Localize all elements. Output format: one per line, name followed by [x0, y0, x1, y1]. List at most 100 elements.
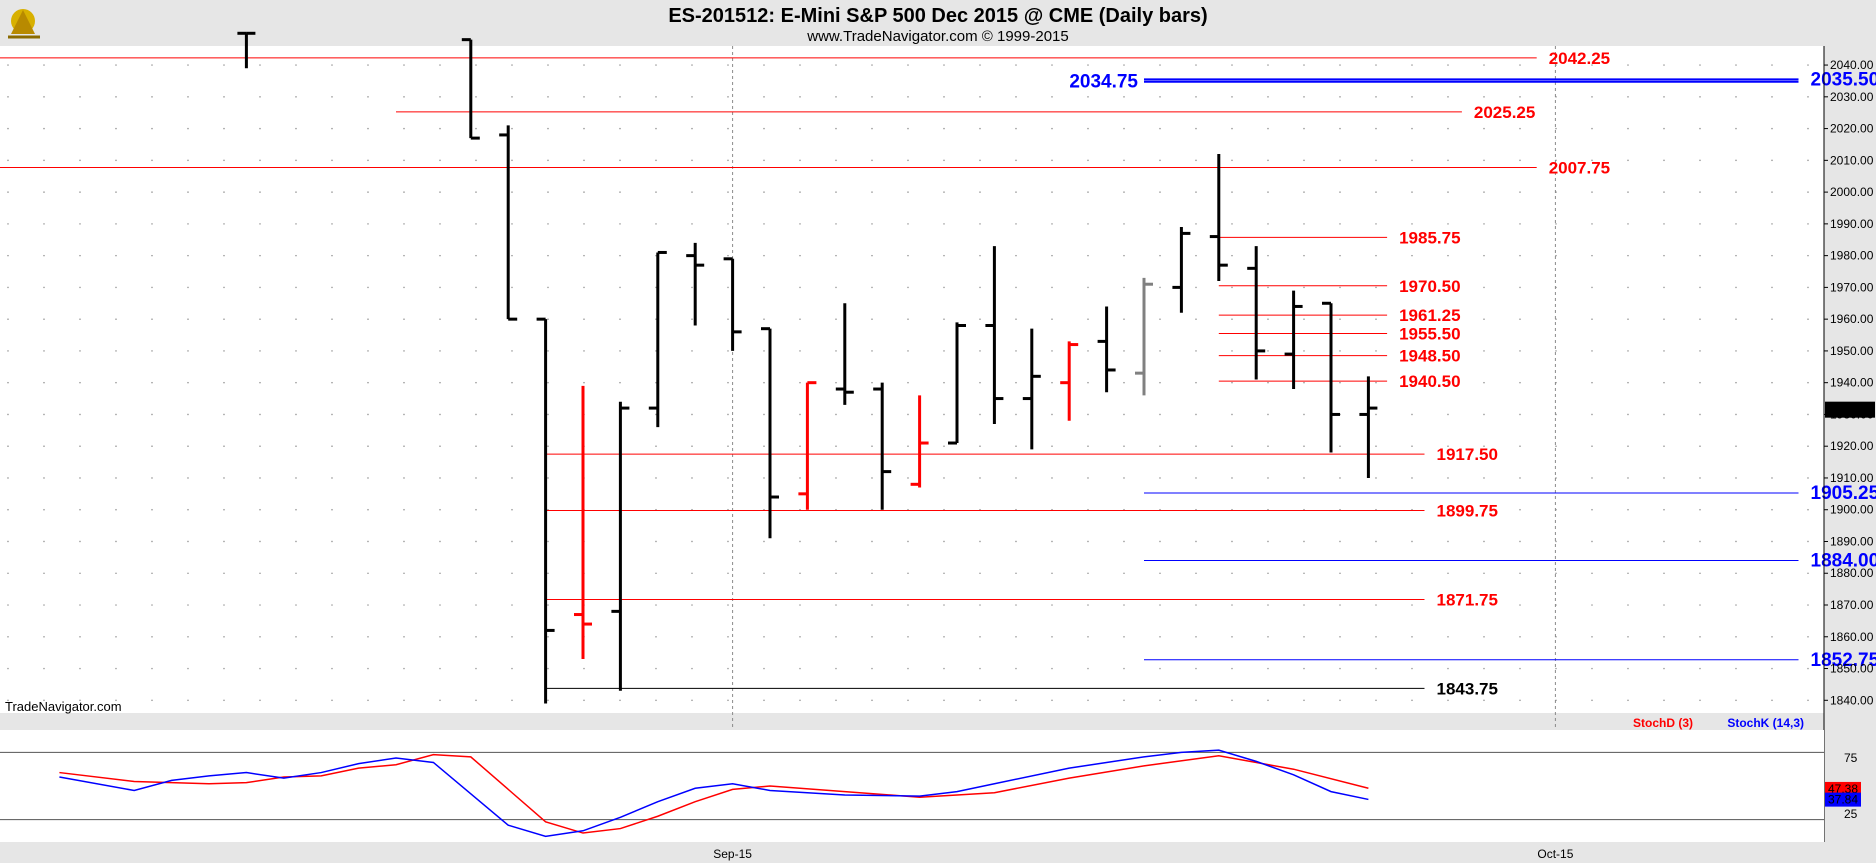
- grid-dot: [7, 381, 9, 384]
- grid-dot: [619, 191, 621, 193]
- grid-dot: [1627, 159, 1629, 162]
- grid-dot: [1159, 318, 1161, 320]
- grid-dot: [655, 445, 657, 448]
- grid-dot: [1159, 477, 1161, 479]
- grid-dot: [259, 540, 261, 543]
- grid-dot: [403, 64, 405, 66]
- grid-dot: [1663, 286, 1665, 289]
- grid-dot: [187, 477, 189, 479]
- grid-dot: [1735, 540, 1737, 543]
- grid-dot: [79, 223, 81, 225]
- grid-dot: [1699, 350, 1701, 352]
- app-logo[interactable]: [8, 9, 40, 39]
- grid-dot: [1663, 191, 1665, 193]
- grid-dot: [799, 286, 801, 289]
- grid-dot: [475, 477, 477, 479]
- grid-dot: [1483, 127, 1485, 130]
- grid-dot: [907, 223, 909, 225]
- grid-dot: [1519, 286, 1521, 289]
- grid-dot: [1303, 477, 1305, 479]
- grid-dot: [1051, 540, 1053, 543]
- grid-dot: [475, 572, 477, 575]
- grid-dot: [907, 191, 909, 193]
- grid-dot: [151, 381, 153, 384]
- grid-dot: [1087, 604, 1089, 606]
- grid-dot: [295, 381, 297, 384]
- grid-dot: [1411, 64, 1413, 66]
- grid-dot: [115, 191, 117, 193]
- grid-dot: [295, 445, 297, 448]
- grid-dot: [1303, 445, 1305, 448]
- stoch-last-badge: [1825, 792, 1861, 807]
- grid-dot: [871, 540, 873, 543]
- stochastic-panel[interactable]: [0, 730, 1824, 842]
- grid-dot: [331, 699, 333, 702]
- grid-dot: [1303, 699, 1305, 702]
- grid-dot: [835, 350, 837, 352]
- grid-dot: [403, 445, 405, 448]
- grid-dot: [1303, 635, 1305, 638]
- grid-dot: [1483, 254, 1485, 257]
- grid-dot: [1699, 572, 1701, 575]
- grid-dot: [223, 445, 225, 448]
- grid-dot: [79, 381, 81, 384]
- grid-dot: [583, 254, 585, 257]
- grid-dot: [367, 191, 369, 193]
- grid-dot: [403, 667, 405, 670]
- price-tick-label: 1960.00: [1830, 312, 1874, 326]
- grid-dot: [187, 223, 189, 225]
- grid-dot: [511, 254, 513, 257]
- grid-dot: [1807, 96, 1809, 98]
- grid-dot: [151, 350, 153, 352]
- grid-dot: [295, 96, 297, 98]
- grid-dot: [1339, 477, 1341, 479]
- grid-dot: [1159, 254, 1161, 257]
- grid-dot: [691, 572, 693, 575]
- grid-dot: [547, 223, 549, 225]
- grid-dot: [1483, 413, 1485, 416]
- grid-dot: [1015, 381, 1017, 384]
- grid-dot: [1195, 286, 1197, 289]
- grid-dot: [439, 635, 441, 638]
- grid-dot: [7, 477, 9, 479]
- grid-dot: [331, 64, 333, 66]
- grid-dot: [1015, 64, 1017, 66]
- grid-dot: [655, 191, 657, 193]
- grid-dot: [1735, 127, 1737, 130]
- level-label: 1961.25: [1399, 306, 1460, 325]
- grid-dot: [871, 350, 873, 352]
- grid-dot: [1483, 318, 1485, 320]
- grid-dot: [1375, 699, 1377, 702]
- grid-dot: [1699, 635, 1701, 638]
- grid-dot: [979, 350, 981, 352]
- grid-dot: [583, 223, 585, 225]
- grid-dot: [907, 159, 909, 162]
- grid-dot: [151, 318, 153, 320]
- grid-dot: [1123, 604, 1125, 606]
- grid-dot: [7, 159, 9, 162]
- price-tick-label: 1890.00: [1830, 534, 1874, 548]
- grid-dot: [1087, 159, 1089, 162]
- grid-dot: [907, 635, 909, 638]
- grid-dot: [475, 64, 477, 66]
- grid-dot: [259, 223, 261, 225]
- grid-dot: [1483, 540, 1485, 543]
- grid-dot: [1231, 350, 1233, 352]
- grid-dot: [403, 508, 405, 511]
- grid-dot: [259, 604, 261, 606]
- grid-dot: [763, 413, 765, 416]
- grid-dot: [1303, 64, 1305, 66]
- price-panel[interactable]: [0, 46, 1824, 713]
- grid-dot: [1051, 604, 1053, 606]
- grid-dot: [871, 635, 873, 638]
- x-tick-label: Oct-15: [1537, 847, 1573, 861]
- grid-dot: [1591, 477, 1593, 479]
- grid-dot: [367, 635, 369, 638]
- price-tick-label: 2020.00: [1830, 122, 1874, 136]
- grid-dot: [1771, 254, 1773, 257]
- price-tick-label: 1850.00: [1830, 662, 1874, 676]
- stoch-last-label: 47.38: [1828, 782, 1858, 796]
- grid-dot: [223, 159, 225, 162]
- grid-dot: [1051, 223, 1053, 225]
